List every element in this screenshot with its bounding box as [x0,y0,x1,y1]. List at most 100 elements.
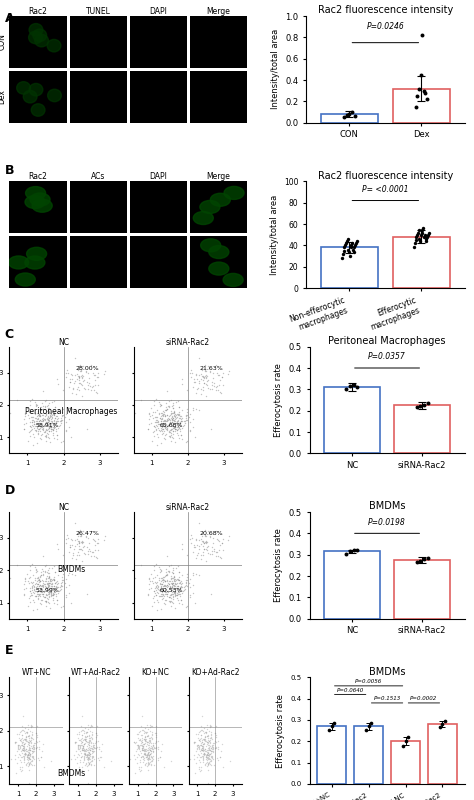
Point [138,743,146,756]
Point [87,734,94,746]
Text: P=0.0002: P=0.0002 [410,696,438,702]
Point [77,750,85,763]
Point [177,580,185,593]
Point [210,379,218,392]
Point [169,593,176,606]
Point [26,751,33,764]
Point [140,733,147,746]
Point [342,383,350,396]
Point [182,409,190,422]
Point [205,738,212,751]
Point [200,738,207,750]
Point [20,742,28,755]
Point [78,723,86,736]
Point [181,584,188,597]
Point [145,749,153,762]
Point [52,422,60,435]
Point [441,714,449,727]
Point [154,579,161,592]
Point [183,579,191,592]
Point [29,403,37,416]
Point [148,755,155,768]
Point [148,719,155,732]
Point [157,398,164,411]
Point [161,429,169,442]
Point [176,582,183,594]
Point [42,595,50,608]
Point [79,710,86,722]
Point [40,584,48,597]
Point [168,596,176,609]
Point [198,743,206,756]
Point [189,569,197,582]
Text: B: B [5,164,14,177]
Point [53,412,61,425]
Point [204,758,212,770]
Point [44,412,52,425]
Point [71,737,79,750]
Point [37,569,45,582]
Point [15,728,23,741]
Point [13,394,21,406]
Point [78,390,86,402]
Point [141,758,149,770]
Point [178,594,185,606]
Point [219,536,226,549]
Point [345,246,353,258]
Point [151,590,158,602]
Point [142,742,149,755]
Point [173,421,181,434]
Point [193,738,201,751]
Point [170,570,177,582]
Point [86,757,93,770]
Point [153,438,161,451]
Point [160,570,168,583]
Point [58,414,66,426]
Point [37,569,45,582]
Point [342,237,350,250]
Point [168,418,175,431]
Point [210,758,217,771]
Point [177,409,185,422]
Point [200,374,207,387]
Point [203,375,211,388]
Point [216,385,224,398]
Point [83,588,91,601]
Point [50,573,57,586]
Point [150,742,157,754]
Point [87,730,95,743]
Point [204,749,211,762]
Point [174,407,182,420]
Point [149,434,156,447]
Point [169,415,176,428]
Point [169,420,177,433]
Point [25,411,33,424]
Point [82,730,89,743]
Point [50,418,58,431]
Point [144,745,152,758]
Point [182,574,190,587]
Point [170,405,177,418]
Point [153,729,160,742]
Point [194,547,201,560]
Point [71,569,79,582]
Point [76,745,84,758]
Point [166,415,174,428]
Point [166,414,173,426]
Point [200,747,208,760]
Point [145,758,152,770]
Point [156,577,164,590]
Point [212,720,220,733]
Point [27,589,35,602]
Point [50,420,57,433]
Point [143,747,151,760]
Point [93,720,100,733]
Point [153,410,161,423]
Point [208,751,216,764]
Point [208,732,215,745]
Point [37,433,45,446]
Point [85,537,93,550]
Point [48,578,55,590]
Point [55,419,63,432]
Point [84,749,92,762]
